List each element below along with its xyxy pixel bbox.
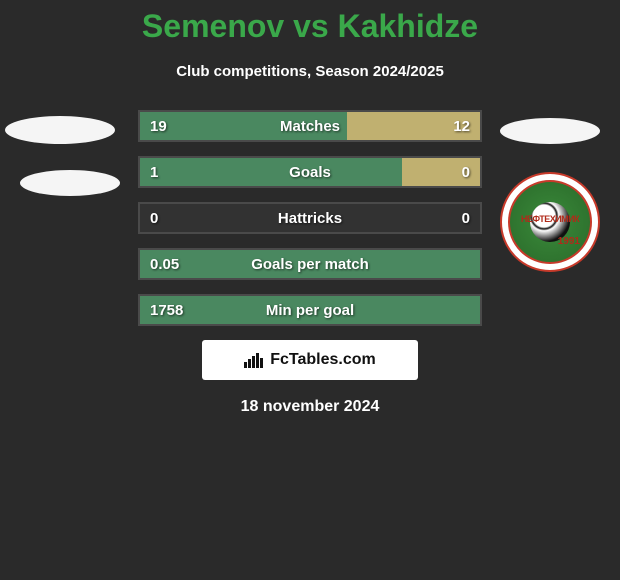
stat-row: 0Hattricks0 <box>138 202 482 234</box>
stat-row: 1Goals0 <box>138 156 482 188</box>
stat-label: Min per goal <box>140 302 480 319</box>
club-badge: НЕФТЕХИМИК 1991 <box>500 172 600 272</box>
stat-row: 1758Min per goal <box>138 294 482 326</box>
stat-value-right: 0 <box>462 210 470 227</box>
page-title: Semenov vs Kakhidze <box>0 0 620 45</box>
stat-value-right: 0 <box>462 164 470 181</box>
stat-label: Goals per match <box>140 256 480 273</box>
stat-value-right: 12 <box>453 118 470 135</box>
badge-year: 1991 <box>558 236 580 247</box>
stat-row: 19Matches12 <box>138 110 482 142</box>
branding: FcTables.com <box>202 340 418 380</box>
subtitle: Club competitions, Season 2024/2025 <box>0 63 620 80</box>
stat-row: 0.05Goals per match <box>138 248 482 280</box>
badge-text: НЕФТЕХИМИК <box>502 214 598 224</box>
player-left-avatar-2 <box>20 170 120 196</box>
player-left-avatar-1 <box>5 116 115 144</box>
chart-icon <box>244 352 264 368</box>
stat-label: Hattricks <box>140 210 480 227</box>
stat-label: Goals <box>140 164 480 181</box>
branding-text: FcTables.com <box>270 351 376 369</box>
date: 18 november 2024 <box>0 398 620 416</box>
player-right-oval <box>500 118 600 144</box>
comparison-chart: НЕФТЕХИМИК 1991 19Matches121Goals00Hattr… <box>0 110 620 416</box>
stat-label: Matches <box>140 118 480 135</box>
